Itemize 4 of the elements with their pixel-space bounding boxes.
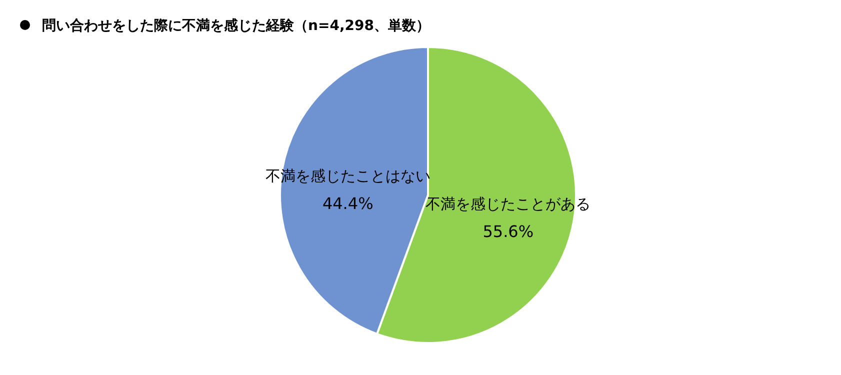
data-label: 44.4% bbox=[322, 194, 374, 213]
slice-label: 不満を感じたことがある bbox=[426, 195, 591, 214]
chart-title: 問い合わせをした際に不満を感じた経験（n=4,298、単数） bbox=[42, 18, 430, 34]
data-label: 55.6% bbox=[482, 222, 534, 242]
